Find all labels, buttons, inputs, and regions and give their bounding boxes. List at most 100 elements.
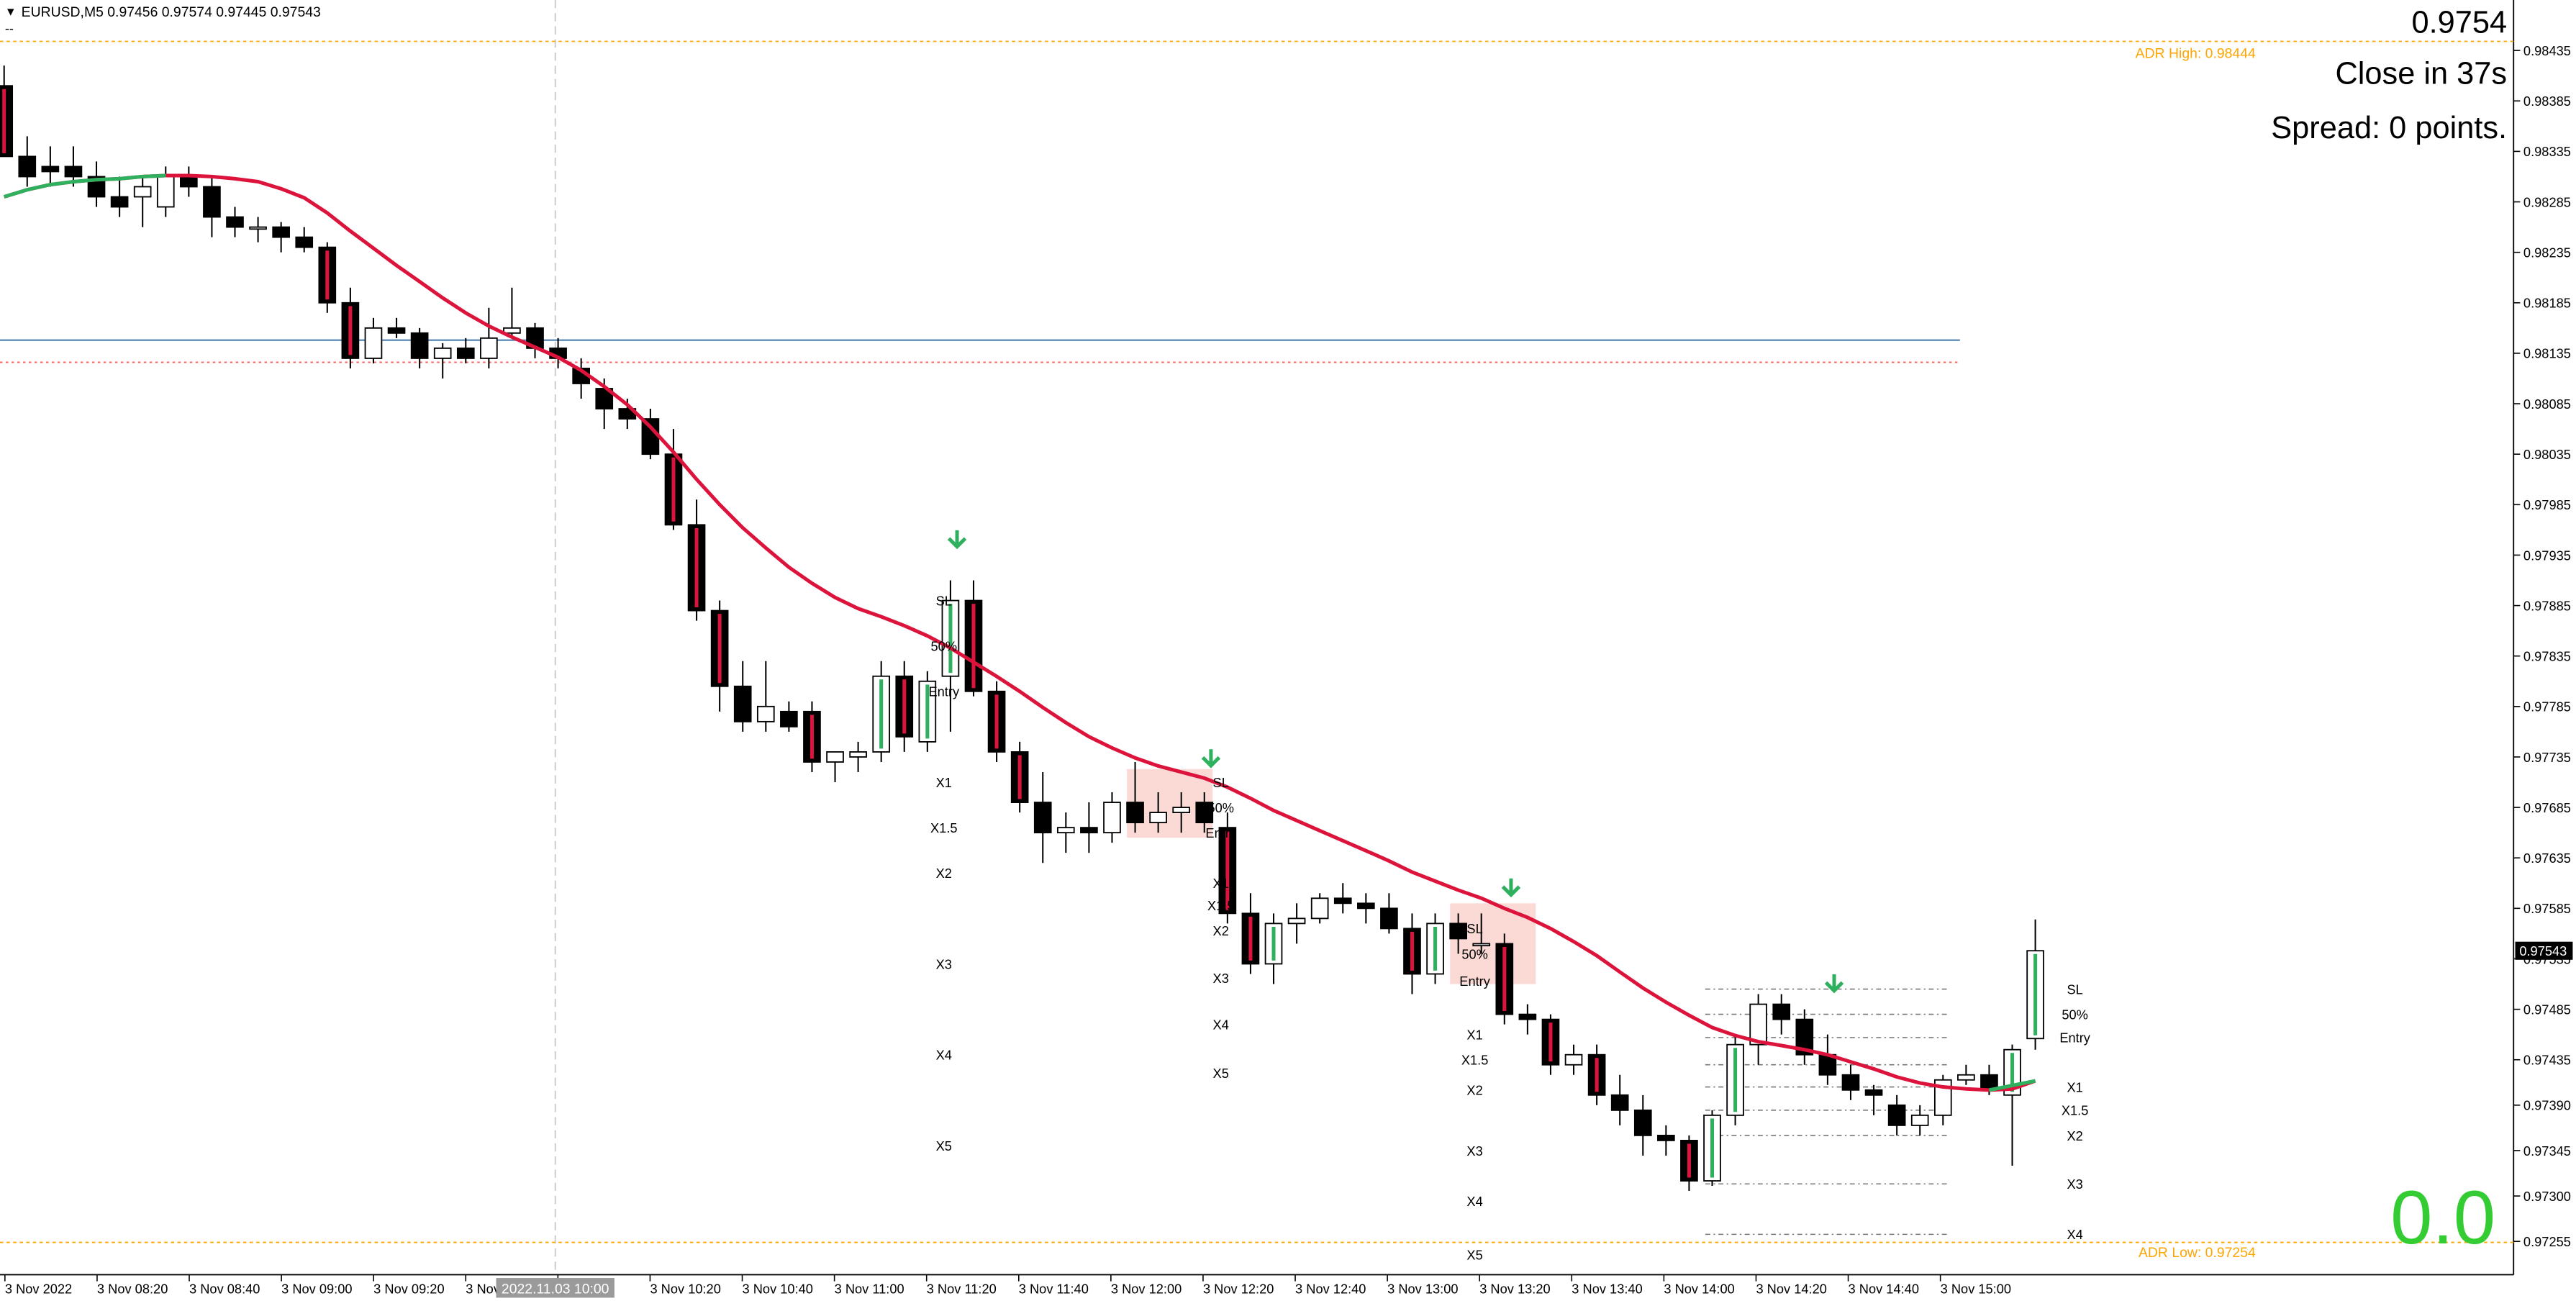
candle bbox=[1333, 883, 1352, 914]
candle-body bbox=[133, 186, 152, 198]
candle bbox=[41, 146, 60, 187]
candle-body bbox=[1380, 907, 1398, 930]
x-tick-label: 3 Nov 11:00 bbox=[835, 1282, 904, 1297]
setup-label: SL bbox=[936, 593, 952, 608]
candle-body bbox=[1195, 802, 1214, 824]
candle bbox=[1680, 1135, 1698, 1192]
candle bbox=[964, 580, 983, 697]
setup-label: X3 bbox=[1466, 1143, 1482, 1159]
candle bbox=[895, 661, 914, 752]
candle bbox=[1472, 913, 1491, 954]
candle bbox=[203, 176, 221, 237]
candle-body bbox=[272, 226, 290, 238]
crosshair-time-box bbox=[496, 1278, 614, 1298]
candle-body bbox=[249, 226, 267, 230]
symbol-info: EURUSD,M5 0.97456 0.97574 0.97445 0.9754… bbox=[22, 4, 321, 20]
candle bbox=[1541, 1014, 1560, 1075]
x-tick-label: 3 Nov 12:40 bbox=[1295, 1282, 1366, 1297]
candle bbox=[1195, 792, 1214, 833]
arrow-head bbox=[947, 537, 967, 550]
candle bbox=[1749, 994, 1767, 1065]
y-tick-label: 0.97390 bbox=[2523, 1098, 2571, 1113]
x-tick-label: 3 Nov 13:00 bbox=[1387, 1282, 1458, 1297]
x-tick-label: 3 Nov 13:20 bbox=[1479, 1282, 1550, 1297]
candle-body bbox=[1103, 802, 1121, 834]
candle-body bbox=[826, 751, 844, 763]
overlay-pnl: 0.0 bbox=[2390, 1176, 2495, 1260]
y-axis: 0.98435 0.98385 0.98335 0.98285 0.98235 0.981… bbox=[2513, 43, 2571, 1249]
candle-body bbox=[1056, 827, 1075, 834]
setup-label: X1.5 bbox=[930, 820, 958, 835]
y-tick-label: 0.98035 bbox=[2523, 447, 2571, 462]
setup-label: X1 bbox=[2067, 1079, 2082, 1094]
candle bbox=[364, 317, 383, 363]
candle bbox=[0, 65, 14, 158]
candle-body bbox=[1149, 812, 1167, 824]
candle-body bbox=[456, 347, 475, 359]
candle bbox=[18, 136, 37, 187]
candle bbox=[1403, 913, 1421, 994]
y-tick-label: 0.97935 bbox=[2523, 548, 2571, 563]
window-menu-icon[interactable]: ▼ bbox=[5, 6, 17, 19]
candle-body bbox=[295, 236, 314, 248]
candle-body bbox=[849, 751, 867, 758]
candle-body bbox=[1772, 1003, 1791, 1020]
y-tick-label: 0.97485 bbox=[2523, 1002, 2571, 1017]
candle-body bbox=[18, 155, 37, 178]
candle bbox=[341, 287, 360, 368]
candle bbox=[249, 217, 267, 242]
candle-body bbox=[1864, 1089, 1883, 1096]
signal-arrows bbox=[947, 530, 1844, 994]
candle bbox=[295, 227, 314, 253]
candle bbox=[318, 242, 337, 313]
y-tick-label: 0.98185 bbox=[2523, 296, 2571, 311]
ma-line-up-end bbox=[1988, 1079, 2036, 1092]
setup-label: X1 bbox=[1213, 876, 1229, 891]
y-tick-label: 0.97785 bbox=[2523, 699, 2571, 715]
x-tick-label: 3 Nov 13:40 bbox=[1572, 1282, 1642, 1297]
setup-label: 50% bbox=[931, 639, 958, 654]
y-tick-label: 0.97735 bbox=[2523, 750, 2571, 765]
current-price-box bbox=[2515, 941, 2573, 960]
candle bbox=[1841, 1064, 1860, 1100]
adr-high-label: ADR High: 0.98444 bbox=[2136, 45, 2256, 61]
candle-body bbox=[226, 216, 244, 228]
setup-label: X3 bbox=[936, 956, 952, 971]
candle-body bbox=[1564, 1053, 1583, 1066]
arrow-head bbox=[1201, 756, 1221, 769]
moving-average bbox=[3, 173, 2036, 1092]
candle bbox=[941, 580, 960, 732]
one-click-trading-icon[interactable]: -- bbox=[5, 21, 14, 36]
candle-body bbox=[156, 176, 175, 208]
candle bbox=[1864, 1084, 1883, 1115]
candle bbox=[110, 176, 129, 217]
x-tick-label: 3 Nov 08:20 bbox=[97, 1282, 168, 1297]
candle-body bbox=[503, 327, 521, 334]
y-tick-label: 0.97585 bbox=[2523, 901, 2571, 916]
y-tick-label: 0.97345 bbox=[2523, 1143, 2571, 1159]
candle-body bbox=[1795, 1018, 1814, 1056]
x-tick-label: 3 Nov 14:40 bbox=[1849, 1282, 1919, 1297]
arrow-head bbox=[1824, 981, 1844, 994]
setup-label: X1.5 bbox=[1461, 1053, 1489, 1068]
candle-body bbox=[433, 347, 452, 359]
candle-body bbox=[1657, 1135, 1675, 1141]
candle-body bbox=[1841, 1074, 1860, 1091]
setup-label: X3 bbox=[1213, 971, 1229, 986]
y-tick-label: 0.98435 bbox=[2523, 43, 2571, 58]
setup-label: SL bbox=[1213, 775, 1229, 790]
candle-body bbox=[1033, 802, 1052, 834]
setup-label: X2 bbox=[1466, 1083, 1482, 1098]
candle bbox=[1703, 1110, 1721, 1187]
setup-label: Entry bbox=[1459, 974, 1490, 989]
sell-signal-arrow-icon bbox=[1824, 974, 1844, 994]
setup-label: X5 bbox=[1213, 1066, 1229, 1081]
candle bbox=[1010, 741, 1029, 813]
candle bbox=[1103, 792, 1121, 843]
setup-label: X1.5 bbox=[2062, 1103, 2089, 1118]
candle bbox=[1080, 802, 1098, 853]
candle-body bbox=[480, 337, 498, 359]
setup-label: X4 bbox=[1466, 1194, 1482, 1209]
sell-signal-arrow-icon bbox=[1501, 878, 1521, 898]
